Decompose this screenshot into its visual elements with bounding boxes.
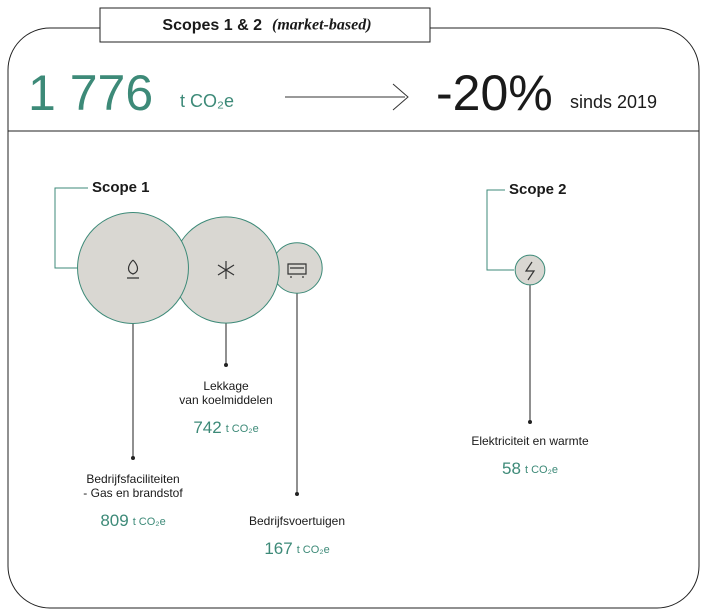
snow-icon	[217, 261, 235, 279]
subtitle: (market-based)	[272, 17, 372, 34]
item-label: van koelmiddelen	[179, 393, 272, 407]
dot	[224, 363, 228, 367]
flame-icon	[127, 259, 139, 279]
value: 58	[502, 459, 521, 478]
item-label: Elektriciteit en warmte	[471, 434, 589, 448]
dot	[131, 456, 135, 460]
unit: t CO₂e	[297, 544, 330, 556]
item-label: Lekkage	[203, 379, 249, 393]
dot	[295, 492, 299, 496]
bubble	[514, 254, 546, 286]
item-value: 167 t CO₂e	[264, 539, 329, 558]
item-value: 742 t CO₂e	[193, 418, 258, 437]
value: 809	[100, 511, 128, 530]
item-value: 58 t CO₂e	[502, 459, 558, 478]
since: sinds 2019	[570, 92, 657, 112]
icons	[127, 259, 536, 281]
item-label: Bedrijfsfaciliteiten	[86, 472, 179, 486]
total-unit: t CO₂e	[180, 91, 234, 111]
unit: t CO₂e	[525, 464, 558, 476]
item-value: 809 t CO₂e	[100, 511, 165, 530]
item-label: Bedrijfsvoertuigen	[249, 514, 345, 528]
car-icon	[287, 263, 307, 278]
scope2-bracket	[486, 189, 514, 271]
item-label: - Gas en brandstof	[83, 486, 183, 500]
group-label: Scope 1	[92, 179, 150, 196]
group-label: Scope 2	[509, 181, 567, 198]
title-box	[99, 7, 431, 43]
scope1-bracket	[54, 187, 88, 269]
bubble	[77, 212, 189, 324]
bolt-icon	[524, 261, 536, 281]
dot	[528, 420, 532, 424]
change: -20%	[436, 65, 553, 121]
unit: t CO₂e	[226, 423, 259, 435]
value: 742	[193, 418, 221, 437]
unit: t CO₂e	[133, 516, 166, 528]
title: Scopes 1 & 2	[162, 17, 262, 34]
total: 1 776	[28, 65, 153, 121]
connectors	[131, 284, 532, 496]
arrow-head	[392, 83, 409, 111]
value: 167	[264, 539, 292, 558]
